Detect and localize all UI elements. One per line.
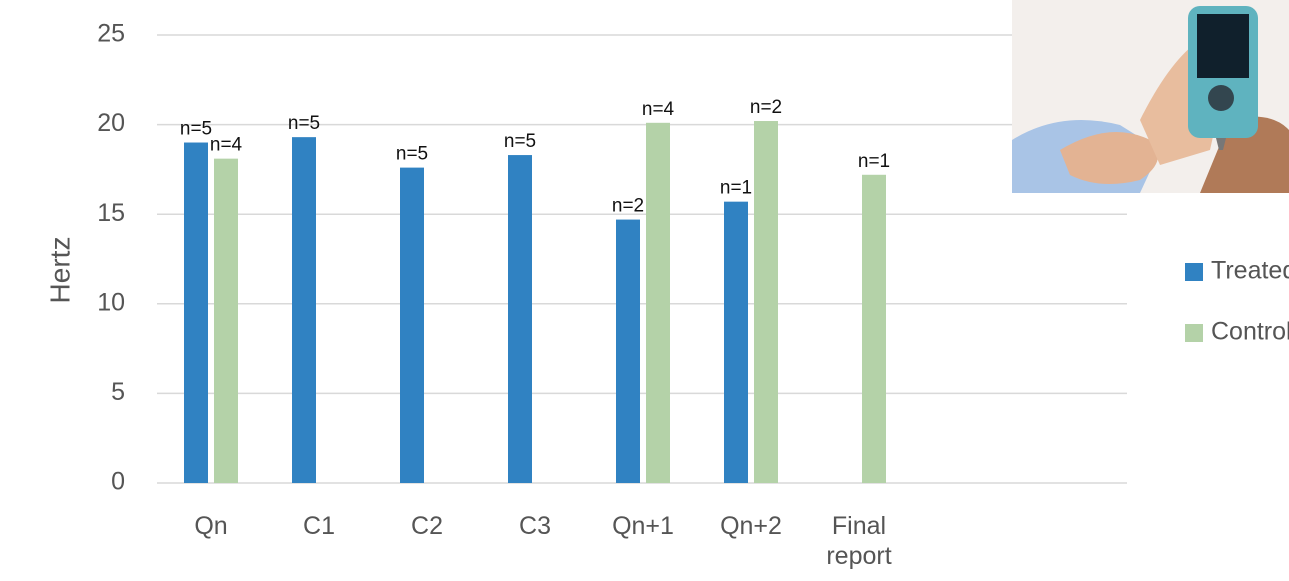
bar [184, 143, 208, 483]
y-tick-label: 15 [97, 199, 125, 227]
data-label: n=4 [642, 99, 675, 120]
chart: Hertz 0510152025n=5n=4n=5n=5n=5n=2n=4n=1… [0, 0, 1289, 581]
data-label: n=1 [858, 151, 890, 172]
bar [646, 123, 670, 483]
bar [724, 202, 748, 483]
data-label: n=4 [210, 135, 243, 156]
bar [400, 168, 424, 483]
y-tick-label: 25 [97, 20, 125, 48]
x-tick-label: Qn+1 [593, 511, 693, 541]
photo-button [1208, 85, 1234, 111]
data-label: n=5 [288, 113, 320, 134]
bar [754, 121, 778, 483]
legend-swatch [1185, 324, 1203, 342]
photo-screen [1197, 14, 1249, 78]
y-tick-label: 20 [97, 109, 125, 137]
y-axis-title: Hertz [44, 237, 75, 304]
y-tick-label: 5 [111, 378, 125, 406]
x-tick-label: Qn [161, 511, 261, 541]
y-tick-label: 10 [97, 288, 125, 316]
data-label: n=5 [396, 144, 428, 165]
bar [214, 159, 238, 483]
bar [616, 220, 640, 483]
data-label: n=2 [750, 97, 782, 118]
bar [862, 175, 886, 483]
bar [508, 155, 532, 483]
inset-photo [1012, 0, 1289, 193]
data-label: n=2 [612, 196, 644, 217]
legend-label: Control [1211, 318, 1289, 346]
page: {"chart_data": {"type": "bar", "y_label"… [0, 0, 1289, 581]
legend-label: Treated [1211, 257, 1289, 285]
x-tick-label: Qn+2 [701, 511, 801, 541]
x-tick-label: C3 [485, 511, 585, 541]
data-label: n=1 [720, 178, 752, 199]
data-label: n=5 [180, 119, 212, 140]
legend-swatch [1185, 263, 1203, 281]
x-tick-label: C2 [377, 511, 477, 541]
data-label: n=5 [504, 131, 536, 152]
bar [292, 137, 316, 483]
y-tick-label: 0 [111, 468, 125, 496]
x-tick-label: C1 [269, 511, 369, 541]
x-tick-label: Final report [809, 511, 909, 571]
